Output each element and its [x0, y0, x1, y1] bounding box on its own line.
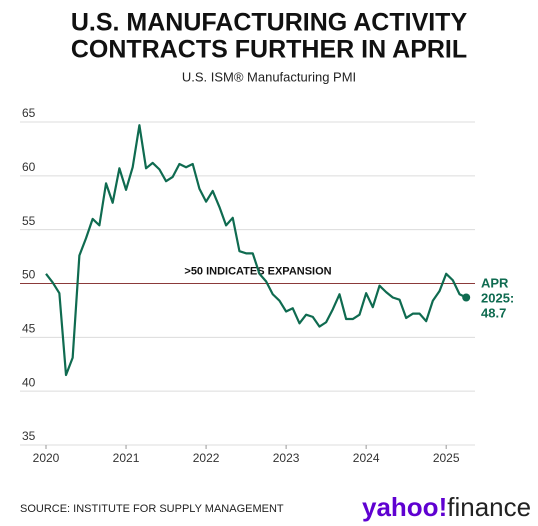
end-point: [462, 293, 471, 302]
y-tick-label: 65: [22, 106, 36, 120]
y-tick-label: 55: [22, 214, 36, 228]
logo-part: yahoo!: [362, 492, 447, 522]
y-tick-label: 40: [22, 375, 36, 389]
logo-part: finance: [447, 492, 531, 522]
x-tick-label: 2021: [113, 451, 140, 465]
chart-title: U.S. MANUFACTURING ACTIVITY: [71, 9, 468, 37]
x-tick-label: 2022: [193, 451, 220, 465]
y-tick-label: 50: [22, 268, 36, 282]
y-tick-label: 35: [22, 429, 36, 443]
logo: yahoo!finance: [362, 492, 531, 522]
x-tick-label: 2023: [273, 451, 300, 465]
source: SOURCE: INSTITUTE FOR SUPPLY MANAGEMENT: [20, 503, 284, 515]
chart-title: CONTRACTS FURTHER IN APRIL: [71, 36, 467, 64]
x-tick-label: 2020: [33, 451, 60, 465]
y-tick-label: 60: [22, 160, 36, 174]
y-tick-label: 45: [22, 322, 36, 336]
x-tick-label: 2025: [433, 451, 460, 465]
chart-subtitle: U.S. ISM® Manufacturing PMI: [182, 69, 356, 84]
end-label: 2025:: [481, 290, 514, 305]
line: [45, 124, 467, 377]
end-label: APR: [481, 275, 509, 290]
x-tick-label: 2024: [353, 451, 380, 465]
end-label: 48.7: [481, 305, 506, 320]
